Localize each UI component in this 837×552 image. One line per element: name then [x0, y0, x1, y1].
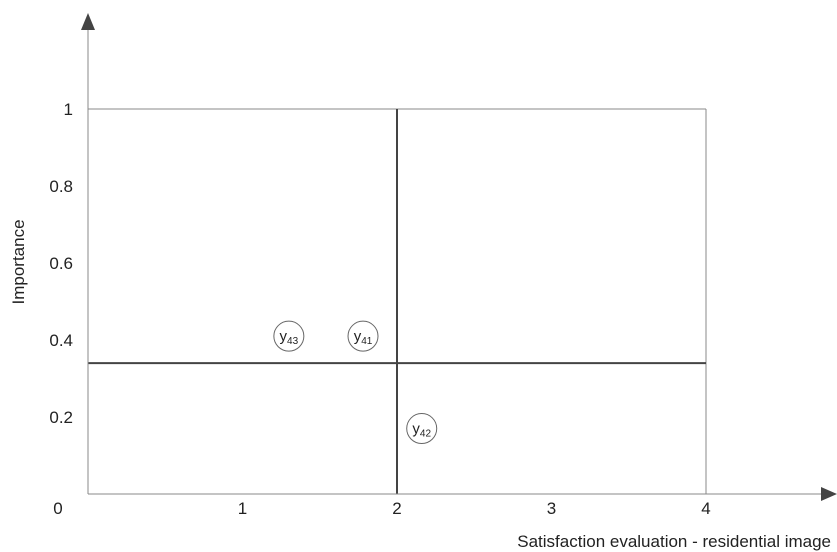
point-marker — [406, 413, 438, 445]
point-label: y42 — [412, 421, 431, 440]
axes — [81, 13, 837, 501]
point-label: y41 — [354, 328, 373, 347]
y-axis-title: Importance — [9, 219, 28, 304]
point-label-base: y — [354, 328, 362, 345]
x-axis-arrow-icon — [821, 487, 837, 501]
point-label-subscript: 43 — [287, 336, 299, 347]
x-tick-label: 2 — [392, 499, 401, 518]
origin-label: 0 — [53, 499, 62, 518]
y-axis-arrow-icon — [81, 13, 95, 30]
tick-labels: 1 2 3 4 0.2 0.4 0.6 0.8 1 — [49, 100, 710, 518]
point-marker — [347, 320, 379, 352]
x-tick-label: 3 — [547, 499, 556, 518]
point-label: y43 — [280, 328, 299, 347]
plot-frame-layer — [88, 108, 707, 494]
data-point: y43 — [273, 320, 305, 352]
point-label-subscript: 42 — [420, 429, 432, 440]
y-tick-label: 0.4 — [49, 331, 73, 350]
x-tick-label: 1 — [238, 499, 247, 518]
x-axis-title: Satisfaction evaluation - residential im… — [517, 532, 831, 551]
data-point: y41 — [347, 320, 379, 352]
x-tick-label: 4 — [701, 499, 710, 518]
point-label-subscript: 41 — [361, 336, 373, 347]
y-tick-label: 0.8 — [49, 177, 73, 196]
point-label-base: y — [412, 421, 420, 438]
point-label-base: y — [280, 328, 288, 345]
y-tick-label: 0.2 — [49, 408, 73, 427]
point-marker — [273, 320, 305, 352]
y-tick-label: 0.6 — [49, 254, 73, 273]
y-tick-label: 1 — [64, 100, 73, 119]
data-point: y42 — [406, 413, 438, 445]
